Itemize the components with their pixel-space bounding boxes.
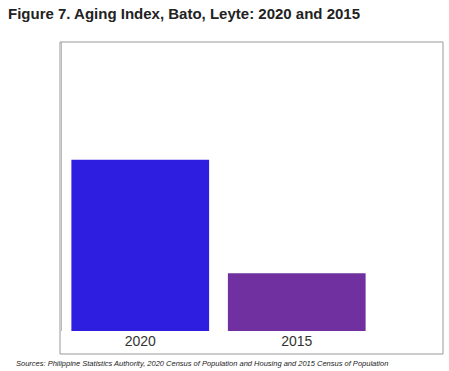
svg-text:Sources: Philippine Statistics: Sources: Philippine Statistics Authority… bbox=[16, 359, 388, 368]
svg-text:2020: 2020 bbox=[125, 333, 156, 349]
svg-text:2015: 2015 bbox=[281, 333, 312, 349]
svg-text:Figure 7. Aging Index, Bato, L: Figure 7. Aging Index, Bato, Leyte: 2020… bbox=[8, 5, 360, 22]
